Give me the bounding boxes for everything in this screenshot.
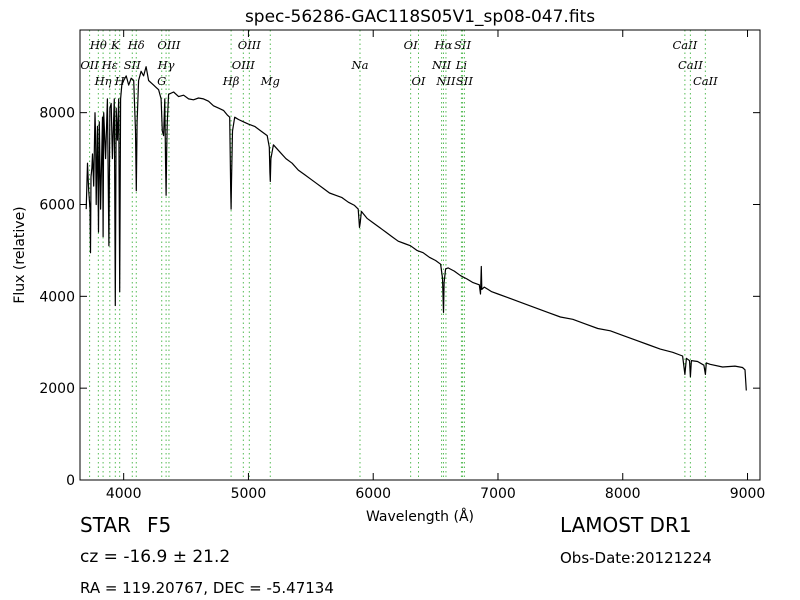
line-marker-label: CaII [693,74,718,88]
line-marker-label: OI [412,74,426,88]
line-marker-label: SII [456,74,473,88]
line-marker-label: Na [351,58,369,72]
spectrum-line-0 [85,66,747,391]
line-marker-label: NII [431,58,452,72]
line-marker-label: OI [404,38,418,52]
line-marker-label: Hθ [89,38,107,52]
line-marker-label: Li [455,58,468,72]
x-axis-label: Wavelength (Å) [366,508,474,525]
line-marker-label: CaII [678,58,703,72]
axis-ticks: 4000 5000 6000 7000 8000 9000 0 2000 4000 6000 800… [39,30,765,502]
line-marker-label: OIII [232,58,256,72]
x-tick-label: 6000 [355,486,391,502]
x-tick-label: 8000 [605,486,641,502]
line-marker-label: OIII [157,38,181,52]
line-marker-label: SII [124,58,141,72]
line-marker-label: SII [454,38,471,52]
plot-frame [79,29,761,481]
x-tick-label: 9000 [730,486,766,502]
ra-dec-coordinates: RA = 119.20767, DEC = -5.47134 [80,579,334,597]
line-marker-label: Hβ [222,74,240,88]
y-tick-label: 6000 [39,197,75,213]
line-marker-label: K [110,38,121,52]
line-marker-label: Hη [94,74,112,88]
y-tick-label: 4000 [39,289,75,305]
object-classification: STAR F5 [80,513,171,537]
line-marker-label: CaII [673,38,698,52]
line-marker-label: Mg [260,74,280,88]
line-marker-label: OII [80,58,99,72]
object-subclass: F5 [146,513,172,537]
line-marker-label: Hα [434,38,453,52]
y-axis-label: Flux (relative) [12,206,28,303]
y-tick-label: 0 [66,473,75,489]
y-tick-label: 2000 [39,381,75,397]
redshift-cz: cz = -16.9 ± 21.2 [80,547,231,567]
object-class: STAR [80,513,131,537]
y-tick-label: 8000 [39,106,75,122]
x-tick-label: 5000 [231,486,267,502]
line-marker-label: Hε [101,58,118,72]
line-marker-label: OIII [238,38,262,52]
spectrum-series [85,66,747,391]
line-marker-label: Hγ [157,58,175,72]
line-marker-label: Hδ [127,38,145,52]
line-marker-label: G [157,74,166,88]
x-tick-label: 7000 [480,486,516,502]
x-tick-label: 4000 [106,486,142,502]
observation-date: Obs-Date:20121224 [560,549,712,567]
line-marker-label: NII [435,74,456,88]
chart-title: spec-56286-GAC118S05V1_sp08-047.fits [245,7,595,27]
survey-name: LAMOST DR1 [560,513,692,537]
